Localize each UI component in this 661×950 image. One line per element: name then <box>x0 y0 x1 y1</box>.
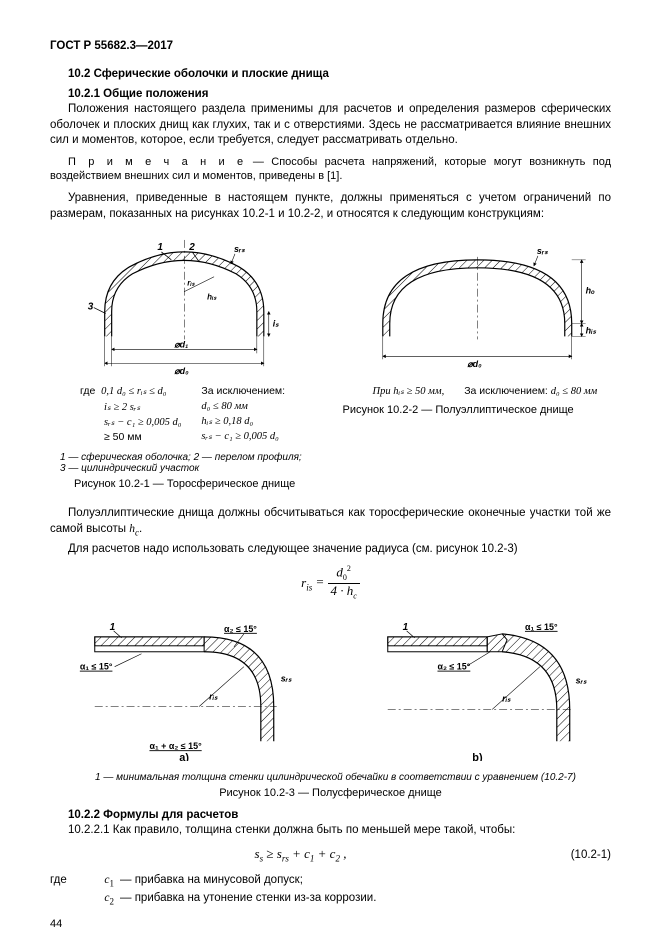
figures-row-1: 1 2 3 sᵣₛ rᵢₛ hᵢₛ iₛ <box>50 232 611 500</box>
svg-text:b): b) <box>472 752 483 761</box>
svg-text:α₁ ≤ 15°: α₁ ≤ 15° <box>80 661 113 671</box>
eq-number: (10.2-1) <box>551 849 611 861</box>
fig1-caption: Рисунок 10.2-1 — Торосферическое днище <box>50 478 319 490</box>
figure-10-2-1: 1 2 3 sᵣₛ rᵢₛ hᵢₛ iₛ <box>50 232 319 500</box>
svg-text:2: 2 <box>188 242 195 253</box>
fig3-legend: 1 — минимальная толщина стенки цилиндрич… <box>50 772 611 783</box>
fig1-legend: 1 — сферическая оболочка; 2 — перелом пр… <box>50 452 319 474</box>
fig2-caption: Рисунок 10.2-2 — Полуэллиптическое днище <box>343 404 612 416</box>
fig2-conditions: При hᵢₛ ≥ 50 мм, За исключением: d₀ ≤ 80… <box>343 384 612 399</box>
figure-10-2-3b: 1 α₁ ≤ 15° α₂ ≤ 15° rᵢₛ sᵣₛ b) <box>343 612 612 764</box>
fig1-conditions: где 0,1 d₀ ≤ rᵢₛ ≤ d₀ iₛ ≥ 2 sᵣₛ sᵣₛ − c… <box>50 384 319 444</box>
svg-text:rᵢₛ: rᵢₛ <box>209 691 218 701</box>
svg-text:sᵣₛ: sᵣₛ <box>281 673 292 683</box>
svg-text:⌀d₀: ⌀d₀ <box>467 359 482 369</box>
svg-text:sᵣₛ: sᵣₛ <box>536 246 547 256</box>
semi-elliptical-head-svg: sᵣₛ hₒ hᵢₛ ⌀d₀ <box>343 232 612 381</box>
section-10-2-2-title: 10.2.2 Формулы для расчетов <box>50 809 611 821</box>
svg-text:⌀d₀: ⌀d₀ <box>174 366 189 376</box>
svg-text:⌀d₁: ⌀d₁ <box>174 340 188 350</box>
section-10-2-1-title: 10.2.1 Общие положения <box>50 88 611 100</box>
para-provisions: Положения настоящего раздела применимы д… <box>50 102 611 149</box>
svg-text:α₂ ≤ 15°: α₂ ≤ 15° <box>224 623 257 633</box>
para-semi-elliptical: Полуэллиптические днища должны обсчитыва… <box>50 506 611 538</box>
torispherical-head-svg: 1 2 3 sᵣₛ rᵢₛ hᵢₛ iₛ <box>50 232 319 381</box>
figures-row-2: 1 α₁ ≤ 15° α₂ ≤ 15° rᵢₛ sᵣₛ α₁ + α₂ ≤ 15… <box>50 612 611 764</box>
svg-text:iₛ: iₛ <box>273 319 279 329</box>
svg-text:hₒ: hₒ <box>585 286 594 296</box>
svg-text:α₁ + α₂ ≤ 15°: α₁ + α₂ ≤ 15° <box>149 741 202 751</box>
svg-text:1: 1 <box>157 242 163 253</box>
doc-id: ГОСТ Р 55682.3—2017 <box>50 40 611 52</box>
para-equations: Уравнения, приведенные в настоящем пункт… <box>50 191 611 222</box>
svg-text:hᵢₛ: hᵢₛ <box>207 293 217 302</box>
figure-10-2-3a: 1 α₁ ≤ 15° α₂ ≤ 15° rᵢₛ sᵣₛ α₁ + α₂ ≤ 15… <box>50 612 319 764</box>
svg-text:sᵣₛ: sᵣₛ <box>575 675 586 685</box>
svg-text:rᵢₛ: rᵢₛ <box>502 693 511 703</box>
svg-text:a): a) <box>179 752 189 761</box>
figure-10-2-2: sᵣₛ hₒ hᵢₛ ⌀d₀ Пр <box>343 232 612 500</box>
svg-text:sᵣₛ: sᵣₛ <box>234 244 245 254</box>
svg-text:α₂ ≤ 15°: α₂ ≤ 15° <box>437 661 470 671</box>
fig3-caption: Рисунок 10.2-3 — Полусферическое днище <box>50 787 611 799</box>
svg-text:hᵢₛ: hᵢₛ <box>585 326 596 336</box>
para-10-2-2-1: 10.2.2.1 Как правило, толщина стенки дол… <box>50 823 611 839</box>
section-10-2-title: 10.2 Сферические оболочки и плоские днищ… <box>50 68 611 80</box>
svg-text:rᵢₛ: rᵢₛ <box>187 279 195 288</box>
note-label: П р и м е ч а н и е <box>68 156 246 168</box>
page-number: 44 <box>50 918 611 930</box>
formula-ris: ris = d024 · hc <box>50 565 611 601</box>
note: П р и м е ч а н и е — Способы расчета на… <box>50 155 611 184</box>
svg-text:3: 3 <box>88 302 94 313</box>
where-block: гдеc1 — прибавка на минусовой допуск; c2… <box>50 872 611 908</box>
formula-10-2-1: ss ≥ srs + c1 + c2 , (10.2-1) <box>50 846 611 864</box>
hemispherical-b-svg: 1 α₁ ≤ 15° α₂ ≤ 15° rᵢₛ sᵣₛ b) <box>343 612 612 761</box>
para-radius: Для расчетов надо использовать следующее… <box>50 542 611 558</box>
svg-text:α₁ ≤ 15°: α₁ ≤ 15° <box>524 621 557 631</box>
hemispherical-a-svg: 1 α₁ ≤ 15° α₂ ≤ 15° rᵢₛ sᵣₛ α₁ + α₂ ≤ 15… <box>50 612 319 761</box>
